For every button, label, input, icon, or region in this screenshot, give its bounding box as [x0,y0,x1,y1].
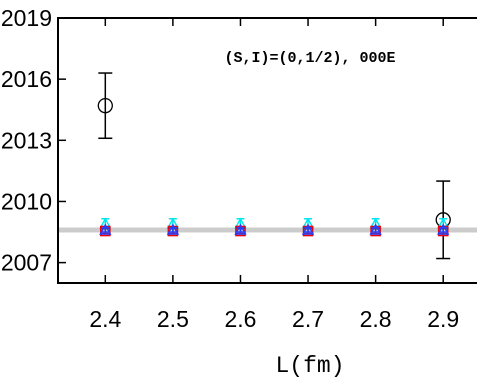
data-point-triangle [369,223,382,235]
y-tick-label: 2007 [1,250,52,276]
data-point-square [235,225,246,237]
series-1 [99,217,450,230]
chart-annotation: (S,I)=(0,1/2), 000E [224,50,395,67]
data-point-triangle [437,223,450,235]
x-tick-label: 2.6 [224,306,256,332]
data-point-square [302,225,314,237]
data-point-triangle [234,223,247,235]
x-tick-label: 2.9 [427,306,459,332]
data-point-triangle [99,223,112,235]
data-point-triangle [166,223,180,235]
data-point-square [370,225,381,237]
y-tick-label: 2016 [1,66,52,92]
data-point-square [100,225,111,237]
data-point-triangle [301,223,315,235]
plot-frame [57,17,477,284]
x-tick-label: 2.7 [292,306,324,332]
x-tick-label: 2.5 [157,306,189,332]
y-tick-label: 2010 [1,188,52,214]
series-3 [99,223,450,235]
data-point-square [437,225,449,237]
x-tick-label: 2.4 [89,306,121,332]
data-point-circle [97,98,113,114]
y-tick-label: 2019 [1,5,52,31]
y-tick-label: 2013 [1,127,52,153]
data-point-square [167,225,179,237]
x-tick-label: 2.8 [360,306,392,332]
x-axis-title: L(fm) [275,353,344,379]
